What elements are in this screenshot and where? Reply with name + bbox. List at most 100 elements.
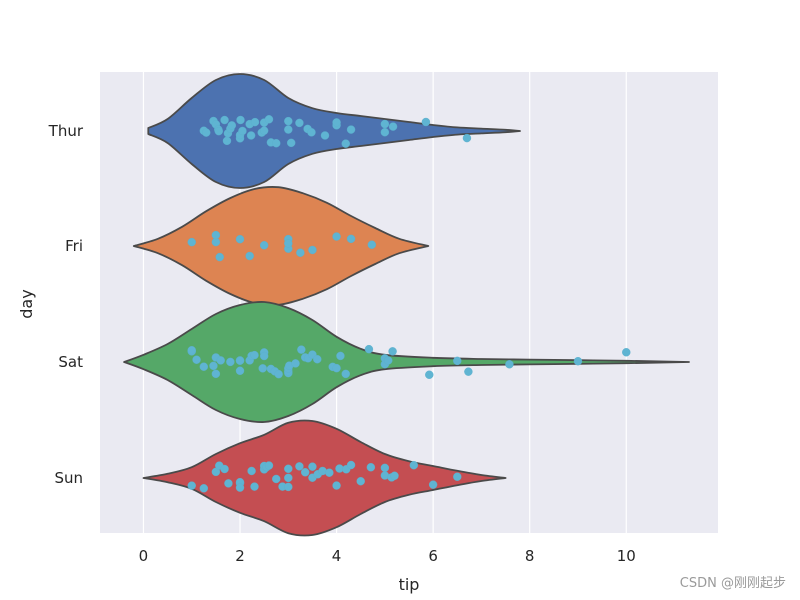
strip-point-sun: [264, 461, 274, 470]
strip-point-sat: [192, 355, 201, 364]
strip-point-sat: [226, 357, 235, 367]
strip-point-sun: [199, 484, 209, 493]
strip-point-thur: [284, 125, 293, 134]
strip-point-sun: [346, 460, 356, 470]
strip-point-fri: [284, 239, 293, 248]
strip-point-sat: [388, 347, 397, 356]
strip-point-sat: [453, 356, 462, 366]
x-tick-label: 4: [332, 547, 342, 565]
strip-point-fri: [308, 245, 317, 255]
strip-point-fri: [187, 237, 196, 247]
strip-point-fri: [215, 252, 224, 262]
strip-point-fri: [332, 232, 341, 241]
strip-point-sat: [364, 344, 374, 354]
strip-point-thur: [264, 115, 274, 124]
x-tick-label: 10: [617, 547, 636, 565]
strip-point-fri: [235, 235, 245, 244]
strip-points: [187, 115, 631, 493]
strip-point-sun: [380, 463, 390, 473]
strip-point-thur: [222, 136, 232, 146]
strip-point-sat: [274, 369, 283, 379]
strip-point-thur: [346, 125, 356, 134]
strip-point-fri: [245, 251, 254, 261]
strip-point-sat: [211, 369, 221, 379]
y-tick-label: Fri: [65, 237, 83, 255]
strip-point-sat: [505, 360, 514, 369]
violin-sun: [142, 419, 507, 537]
strip-point-sun: [390, 471, 399, 480]
strip-point-thur: [421, 117, 431, 127]
y-tick-labels: Thur Fri Sat Sun: [48, 122, 84, 487]
x-tick-label: 8: [525, 547, 535, 565]
strip-point-thur: [284, 116, 293, 126]
strip-point-sat: [332, 363, 341, 373]
strip-point-fri: [367, 240, 377, 249]
strip-point-sun: [356, 477, 365, 486]
strip-point-sat: [291, 359, 300, 368]
strip-point-thur: [286, 138, 296, 148]
strip-point-sat: [573, 356, 583, 366]
y-tick-label: Sat: [58, 353, 83, 371]
strip-point-thur: [320, 131, 330, 140]
strip-point-thur: [220, 115, 229, 125]
strip-point-thur: [202, 128, 211, 137]
strip-point-thur: [388, 122, 398, 131]
strip-point-sat: [199, 362, 209, 371]
strip-point-sun: [284, 482, 293, 492]
strip-point-thur: [307, 128, 316, 137]
violin-thur: [147, 73, 521, 189]
strip-point-sat: [250, 350, 259, 360]
strip-point-sat: [216, 356, 225, 365]
strip-point-thur: [259, 126, 269, 135]
strip-point-sun: [325, 468, 334, 477]
strip-point-sun: [308, 462, 317, 471]
strip-point-thur: [380, 128, 390, 137]
strip-point-sun: [295, 462, 304, 471]
x-tick-label: 2: [235, 547, 245, 565]
strip-point-thur: [462, 133, 472, 143]
violin-sat: [123, 301, 690, 423]
watermark: CSDN @刚刚起步: [680, 576, 786, 591]
strip-point-sat: [336, 351, 345, 361]
strip-point-thur: [238, 126, 247, 136]
strip-point-thur: [227, 121, 237, 130]
strip-point-thur: [236, 115, 245, 125]
strip-point-thur: [380, 119, 390, 129]
strip-point-fri: [211, 230, 221, 240]
strip-point-sun: [224, 479, 233, 488]
strip-point-sun: [272, 474, 281, 484]
strip-point-thur: [341, 139, 350, 148]
strip-point-sat: [297, 345, 306, 354]
strip-point-thur: [272, 139, 281, 148]
strip-point-sat: [187, 346, 196, 355]
violins: [123, 73, 690, 537]
strip-point-sun: [187, 481, 196, 490]
strip-point-sun: [247, 466, 256, 476]
strip-point-fri: [296, 248, 305, 257]
strip-point-sun: [428, 480, 438, 489]
strip-point-fri: [211, 237, 221, 247]
strip-point-sun: [366, 463, 376, 472]
strip-point-sat: [464, 367, 473, 376]
strip-point-sun: [284, 464, 293, 473]
strip-point-sat: [258, 364, 267, 373]
strip-point-sat: [259, 351, 269, 361]
strip-point-fri: [346, 234, 356, 244]
y-tick-label: Thur: [48, 122, 84, 140]
strip-point-sun: [409, 461, 419, 470]
strip-point-sat: [313, 355, 322, 364]
x-axis-label: tip: [399, 575, 420, 594]
strip-point-sun: [250, 482, 259, 491]
strip-point-sat: [235, 356, 245, 365]
y-tick-label: Sun: [54, 469, 83, 487]
x-tick-label: 0: [139, 547, 149, 565]
strip-point-sat: [425, 370, 434, 379]
strip-point-thur: [332, 118, 341, 127]
strip-point-thur: [214, 126, 223, 136]
strip-point-sat: [384, 356, 393, 365]
strip-point-sun: [220, 464, 229, 474]
strip-point-sun: [235, 483, 245, 492]
strip-point-thur: [250, 117, 260, 127]
x-tick-labels: 0 2 4 6 8 10: [139, 547, 636, 565]
